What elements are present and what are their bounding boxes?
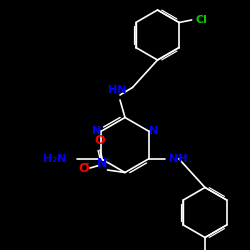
Text: −: − bbox=[82, 158, 90, 168]
Text: N: N bbox=[97, 157, 108, 170]
Text: O: O bbox=[78, 162, 88, 174]
Text: N: N bbox=[149, 126, 158, 136]
Text: HN: HN bbox=[108, 85, 127, 95]
Text: NH: NH bbox=[169, 154, 187, 164]
Text: Cl: Cl bbox=[196, 15, 207, 25]
Text: N: N bbox=[92, 126, 101, 136]
Text: +: + bbox=[103, 156, 110, 164]
Text: H₂N: H₂N bbox=[43, 154, 66, 164]
Text: O: O bbox=[95, 134, 105, 147]
